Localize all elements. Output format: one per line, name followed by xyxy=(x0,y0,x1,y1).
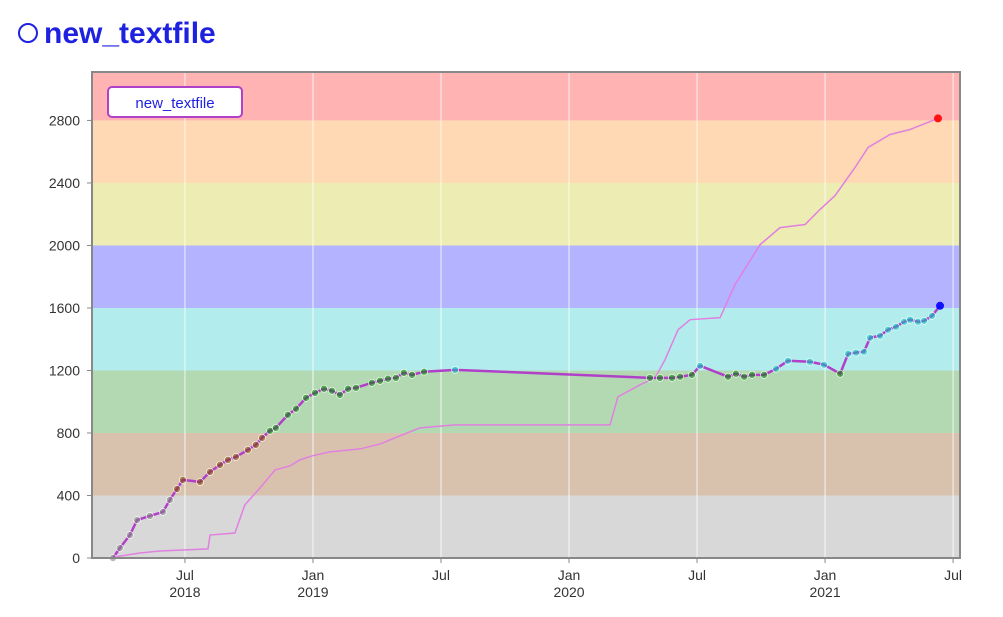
contest-point xyxy=(224,456,232,464)
contest-point xyxy=(320,384,328,393)
contest-point xyxy=(116,544,124,552)
y-tick-label: 400 xyxy=(57,487,81,503)
plot-frame xyxy=(91,71,961,559)
rating-line xyxy=(112,117,939,558)
contest-point xyxy=(914,317,922,326)
contest-point xyxy=(166,496,174,504)
contest-point xyxy=(451,366,459,374)
contest-point xyxy=(852,348,860,357)
contest-point xyxy=(336,391,344,399)
rating-band xyxy=(92,120,960,183)
contest-point xyxy=(656,374,664,382)
rating-band xyxy=(92,307,960,371)
x-tick-label: Jan 2021 xyxy=(809,567,840,600)
contest-point xyxy=(676,372,684,381)
chart-title[interactable]: new_textfile xyxy=(44,17,216,50)
contest-point xyxy=(696,361,704,370)
contest-point xyxy=(400,369,408,377)
contest-point xyxy=(302,394,310,402)
rating-band xyxy=(92,182,960,246)
contest-point xyxy=(368,379,376,387)
contest-point xyxy=(173,485,181,493)
contest-point xyxy=(844,349,852,358)
contest-point xyxy=(311,389,319,397)
contest-point xyxy=(748,371,756,379)
rank-icon xyxy=(18,23,38,43)
contest-point xyxy=(646,374,654,382)
contest-point xyxy=(292,404,300,413)
y-tick-label: 2800 xyxy=(49,112,80,128)
contest-point xyxy=(732,369,740,378)
x-tick-label: Jul 2018 xyxy=(169,567,200,600)
contest-point xyxy=(760,371,768,379)
contest-point xyxy=(836,369,844,378)
contest-point xyxy=(740,372,748,381)
contest-point xyxy=(146,512,154,520)
rating-band xyxy=(92,245,960,308)
legend-box xyxy=(107,86,243,118)
y-tick-label: 1600 xyxy=(49,300,80,316)
contest-point xyxy=(884,325,892,334)
contest-point xyxy=(820,360,828,369)
contest-point xyxy=(344,384,352,393)
x-tick-label: Jul xyxy=(432,567,450,583)
contest-point xyxy=(772,364,780,373)
contest-point xyxy=(328,386,336,395)
contest-point xyxy=(806,357,814,366)
latest-point xyxy=(936,301,945,310)
contest-point xyxy=(258,434,266,442)
contest-point xyxy=(928,311,936,320)
contest-point xyxy=(876,331,884,340)
rating-band xyxy=(92,432,960,496)
contest-point xyxy=(724,372,732,381)
rating-band xyxy=(92,495,960,558)
x-tick-label: Jul xyxy=(944,567,962,583)
rating-band xyxy=(92,370,960,433)
y-tick-label: 2400 xyxy=(49,175,80,191)
contest-point xyxy=(408,371,416,379)
contest-point xyxy=(126,531,134,539)
y-tick-label: 0 xyxy=(72,550,80,566)
contest-point xyxy=(384,374,392,383)
contest-point xyxy=(244,446,252,454)
contest-point xyxy=(159,508,167,516)
contest-point xyxy=(352,384,360,392)
y-tick-label: 2000 xyxy=(49,237,80,253)
contest-point xyxy=(906,315,914,324)
contest-point xyxy=(392,374,400,382)
contest-point xyxy=(866,333,874,342)
contest-point xyxy=(892,322,900,331)
y-tick-label: 1200 xyxy=(49,362,80,378)
x-tick-label: Jul xyxy=(688,567,706,583)
contest-point xyxy=(376,376,384,385)
contest-point xyxy=(860,347,868,356)
contest-point xyxy=(784,356,792,365)
contest-point xyxy=(252,441,260,449)
contest-point xyxy=(920,316,928,325)
contest-point xyxy=(196,478,204,486)
contest-point xyxy=(266,426,274,435)
contest-point xyxy=(133,516,141,524)
contest-point xyxy=(284,411,292,419)
contest-point xyxy=(420,367,428,376)
contest-point xyxy=(668,374,676,382)
contest-point xyxy=(272,424,280,432)
contest-point xyxy=(688,371,696,379)
y-tick-label: 800 xyxy=(57,425,81,441)
contest-point xyxy=(232,453,240,461)
contest-point xyxy=(216,461,224,469)
latest-point xyxy=(933,114,942,123)
x-tick-label: Jan 2019 xyxy=(297,567,328,600)
contest-point xyxy=(179,476,187,484)
legend-label: new_textfile xyxy=(135,95,214,112)
x-tick-label: Jan 2020 xyxy=(553,567,584,600)
contest-point xyxy=(206,468,214,476)
